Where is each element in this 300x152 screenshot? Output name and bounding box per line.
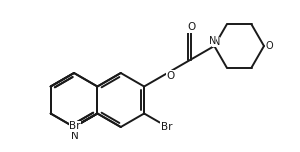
Text: O: O <box>265 41 273 51</box>
Text: Br: Br <box>69 121 81 131</box>
Text: Br: Br <box>161 121 172 131</box>
Text: N: N <box>213 37 220 47</box>
Text: O: O <box>188 22 196 33</box>
Text: O: O <box>167 71 175 81</box>
Text: N: N <box>208 36 216 46</box>
Text: N: N <box>71 131 79 141</box>
